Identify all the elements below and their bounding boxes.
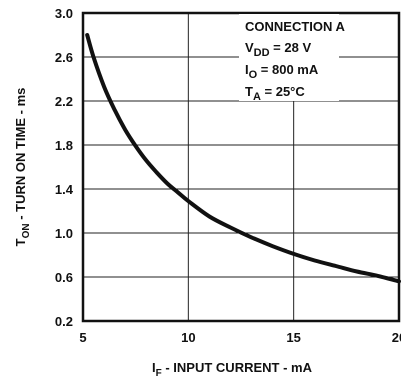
x-tick-label: 10: [181, 330, 195, 345]
annotation-line: IO = 800 mA: [245, 62, 319, 81]
annotation-background: [239, 14, 339, 101]
annotation-value: = 25°C: [261, 84, 305, 99]
y-tick-label: 2.6: [55, 50, 73, 65]
y-tick-label: 2.2: [55, 94, 73, 109]
series-group: [85, 33, 401, 284]
y-axis-label-subscript: ON: [21, 223, 32, 238]
annotation-text: I: [245, 62, 249, 77]
annotation-line: TA = 25°C: [245, 84, 305, 103]
annotation-text: T: [245, 84, 253, 99]
y-axis-label-main: T: [13, 238, 28, 246]
annotation-line: VDD = 28 V: [245, 40, 311, 59]
x-axis-label: IF - INPUT CURRENT - mA: [152, 360, 313, 379]
y-tick-label: 1.8: [55, 138, 73, 153]
x-tick-label: 15: [286, 330, 300, 345]
y-tick-label: 0.6: [55, 270, 73, 285]
annotation-line: CONNECTION A: [245, 19, 346, 34]
x-tick-label: 20: [392, 330, 401, 345]
x-axis-label-rest: - INPUT CURRENT - mA: [162, 360, 313, 375]
x-tick-label: 5: [79, 330, 86, 345]
y-tick-label: 3.0: [55, 6, 73, 21]
annotation-block: CONNECTION A VDD = 28 V IO = 800 mA TA = 25…: [239, 14, 346, 103]
annotation-subscript: DD: [254, 47, 270, 59]
plot-frame: [81, 11, 401, 323]
annotation-value: = 28 V: [270, 40, 312, 55]
series-line: [85, 33, 401, 284]
x-axis-label-main: I: [152, 360, 156, 375]
annotation-text: CONNECTION A: [245, 19, 346, 34]
x-axis-ticks: 5 10 15 20: [79, 330, 401, 345]
y-tick-label: 1.4: [55, 182, 74, 197]
y-axis-ticks: 0.2 0.6 1.0 1.4 1.8 2.2 2.6 3.0: [55, 6, 74, 329]
annotation-subscript: A: [253, 91, 261, 103]
annotation-text: V: [245, 40, 254, 55]
y-tick-label: 1.0: [55, 226, 73, 241]
y-axis-label-rest: - TURN ON TIME - ms: [13, 88, 28, 224]
x-axis-label-subscript: F: [156, 368, 162, 379]
annotation-subscript: O: [249, 69, 258, 81]
y-tick-label: 0.2: [55, 314, 73, 329]
annotation-value: = 800 mA: [257, 62, 319, 77]
y-axis-label: TON - TURN ON TIME - ms: [13, 88, 32, 247]
